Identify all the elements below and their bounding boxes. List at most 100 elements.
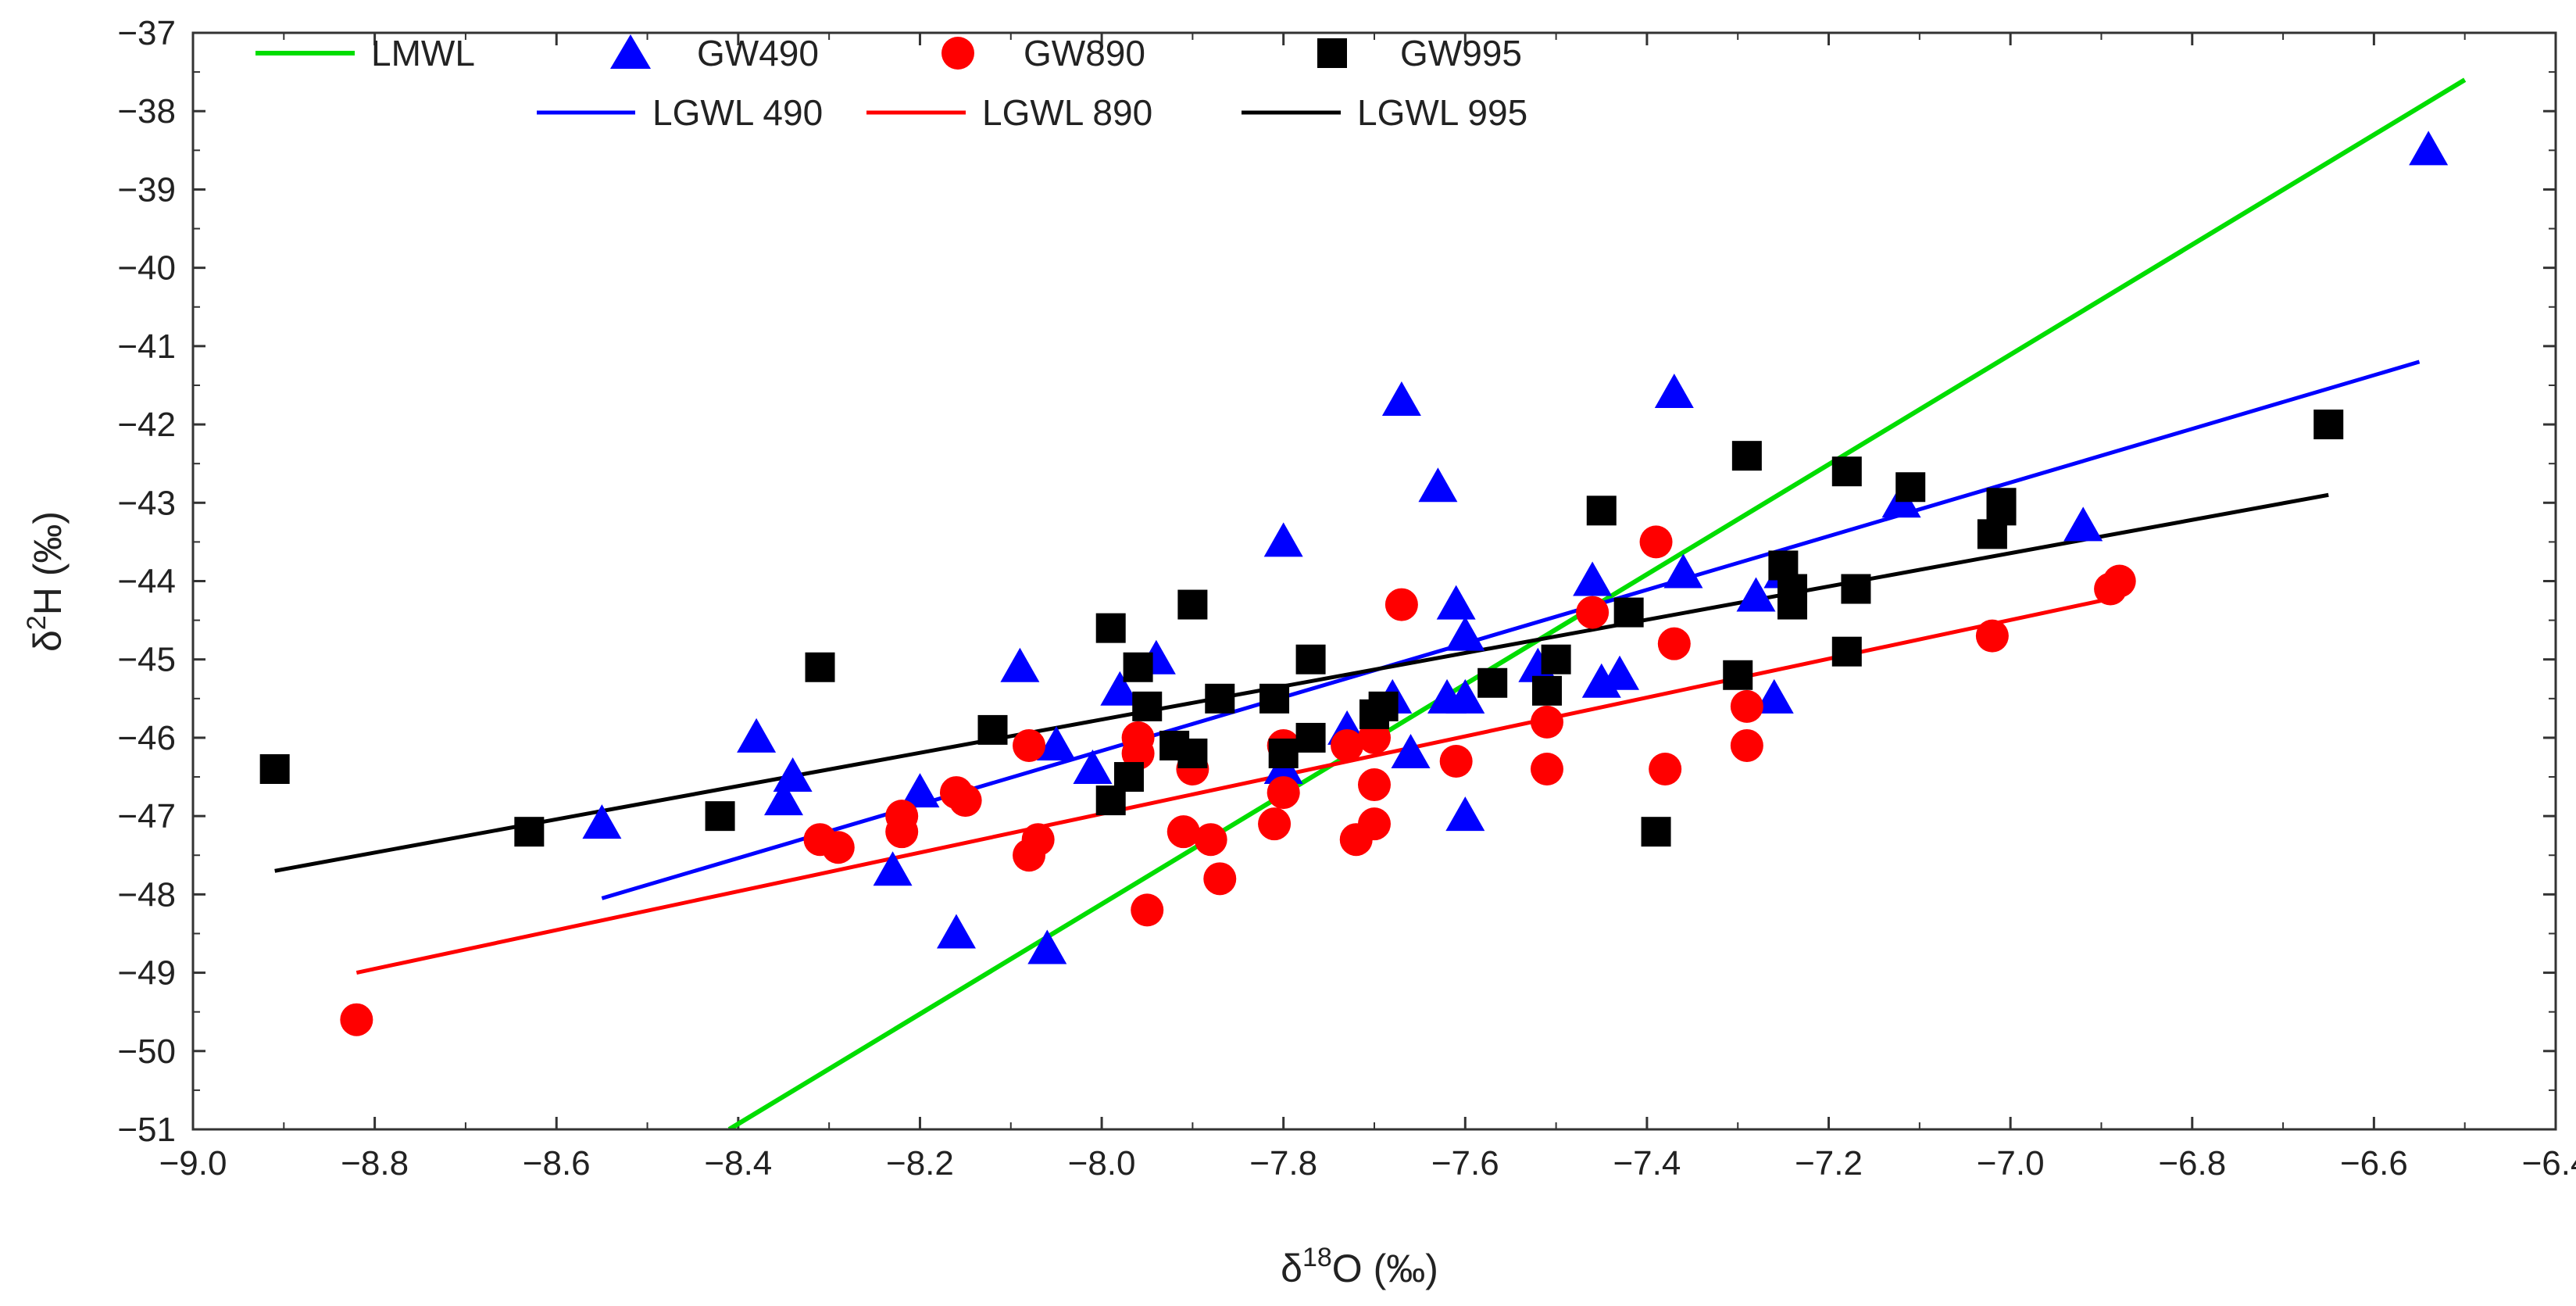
y-tick-label: −50 [117,1032,176,1071]
point-gw490 [1100,671,1140,706]
point-gw490 [900,773,940,808]
point-gw490 [873,851,913,886]
legend: LMWL GW490 GW890 GW995 LGWL 490 LGWL 890… [255,33,1527,133]
point-gw995 [1268,738,1299,768]
point-gw490 [1073,750,1113,785]
legend-square-icon [1317,38,1347,68]
legend-lgwl995-label: LGWL 995 [1357,92,1527,133]
y-tick-label: −48 [117,875,176,914]
point-gw490 [1036,725,1076,760]
x-axis-title: δ18O (‰) [1281,1243,1438,1290]
point-gw995 [1831,636,1862,667]
plot-frame [191,31,2557,1131]
point-gw490 [1445,616,1485,651]
legend-gw490-label: GW490 [697,33,819,73]
y-tick-label: −38 [117,92,176,131]
y-tick-label: −40 [117,249,176,288]
point-gw490 [773,757,813,793]
point-gw995 [1177,589,1208,620]
x-tick-label: −7.4 [1613,1144,1681,1183]
point-gw490 [764,781,803,816]
legend-triangle-icon [610,34,651,69]
x-tick-label: −7.2 [1795,1144,1863,1183]
point-gw995 [259,754,290,785]
x-tick-label: −8.4 [704,1144,772,1183]
point-gw890 [1121,736,1155,770]
point-gw995 [1113,762,1144,793]
point-gw490 [1754,678,1794,714]
x-tick-label: −7.6 [1431,1144,1499,1183]
point-gw490 [1600,655,1640,690]
point-gw890 [1258,807,1292,841]
point-gw890 [1194,823,1227,857]
point-gw890 [1730,728,1763,762]
point-gw490 [1445,796,1485,832]
point-gw995 [805,652,835,682]
x-tick-label: −6.4 [2522,1144,2576,1183]
x-tick-label: −6.6 [2340,1144,2408,1183]
point-gw490 [936,914,976,949]
point-gw995 [1641,817,1671,847]
point-gw890 [1649,753,1682,786]
point-gw490 [1418,467,1458,503]
y-tick-label: −47 [117,797,176,835]
point-gw995 [1777,589,1808,620]
point-gw490 [1663,553,1703,589]
legend-lgwl890-label: LGWL 890 [982,92,1152,133]
point-gw995 [1177,738,1208,768]
x-tick-label: −8.6 [523,1144,591,1183]
x-tick-label: −8.8 [341,1144,409,1183]
line-lgwl-890 [355,595,2120,975]
point-gw890 [1358,768,1391,802]
y-tick-label: −37 [117,14,176,52]
point-gw995 [705,801,735,832]
line-lgwl-490 [601,360,2421,900]
y-tick-label: −39 [117,170,176,209]
point-gw490 [1445,678,1485,714]
point-gw995 [1541,644,1571,674]
y-tick-label: −44 [117,563,176,601]
point-gw890 [1639,525,1673,559]
x-tick-label: −9.0 [159,1144,227,1183]
point-gw890 [340,1003,373,1036]
point-gw995 [1368,691,1399,721]
x-tick-label: −8.2 [886,1144,954,1183]
point-gw890 [1384,588,1418,621]
point-gw995 [1295,644,1326,674]
point-gw890 [1203,862,1237,896]
point-gw995 [1586,496,1617,526]
point-gw890 [1975,619,2009,653]
point-gw890 [1530,705,1563,739]
regression-lines [274,77,2467,1129]
point-gw995 [1477,667,1508,698]
point-gw995 [1895,472,1926,503]
legend-circle-icon [941,37,974,70]
point-gw890 [1530,753,1563,786]
x-tick-label: −6.8 [2158,1144,2226,1183]
point-gw995 [1123,652,1153,682]
y-tick-label: −51 [117,1111,176,1149]
x-tick-label: −8.0 [1068,1144,1136,1183]
point-gw995 [1531,675,1562,706]
point-gw490 [2409,131,2449,166]
point-gw890 [1358,807,1391,841]
legend-gw890-label: GW890 [1024,33,1145,73]
y-tick-label: −42 [117,406,176,444]
point-gw995 [2313,410,2344,440]
y-axis-title: δ2H (‰) [22,511,70,652]
point-gw490 [1391,733,1431,768]
point-gw995 [1731,441,1762,471]
legend-gw995-label: GW995 [1400,33,1522,73]
point-gw995 [1723,660,1753,690]
point-gw890 [1167,815,1200,849]
point-gw890 [2103,564,2136,598]
point-gw490 [1654,373,1694,408]
x-tick-label: −7.0 [1977,1144,2045,1183]
point-gw995 [1986,496,2017,526]
point-gw995 [1841,574,1871,604]
point-gw995 [1205,683,1235,714]
y-tick-label: −45 [117,641,176,679]
point-gw490 [737,717,777,753]
point-gw995 [977,714,1008,745]
